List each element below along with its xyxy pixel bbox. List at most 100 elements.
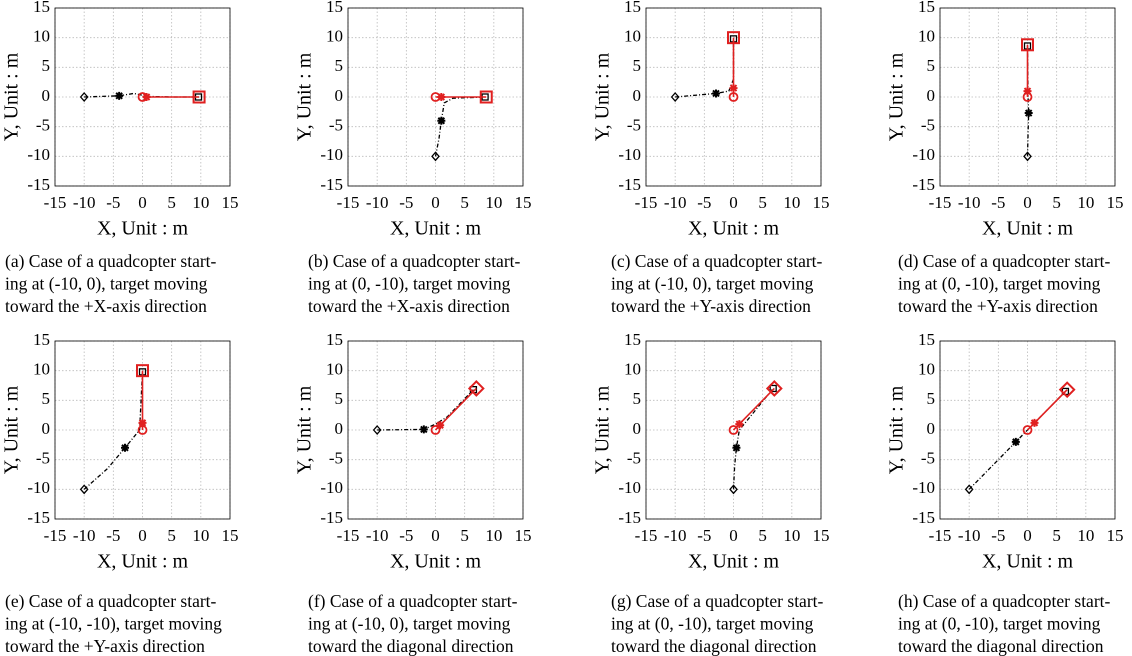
y-tick-label: -15 xyxy=(618,175,641,194)
y-tick-label: -15 xyxy=(912,175,935,194)
y-tick-label: 15 xyxy=(624,330,641,349)
plot-frame xyxy=(347,7,524,187)
x-tick-label: -10 xyxy=(366,526,389,545)
y-tick-label: -10 xyxy=(618,145,641,164)
x-tick-label: 15 xyxy=(515,526,532,545)
plot-frame xyxy=(54,340,231,520)
marker xyxy=(727,31,740,45)
x-tick-label: -10 xyxy=(664,526,687,545)
y-tick-label: -5 xyxy=(329,449,343,468)
y-tick-label: 10 xyxy=(624,360,641,379)
y-tick-label: 15 xyxy=(918,0,935,16)
x-axis-label: X, Unit : m xyxy=(390,551,482,573)
x-tick-label: -10 xyxy=(366,193,389,212)
y-tick-label: -10 xyxy=(27,145,50,164)
marker xyxy=(479,90,493,104)
y-tick-label: 5 xyxy=(42,389,51,408)
x-tick-label: 10 xyxy=(1077,193,1094,212)
plot-frame xyxy=(645,7,822,187)
marker xyxy=(437,93,446,101)
marker xyxy=(136,364,149,378)
y-tick-label: -5 xyxy=(329,116,343,135)
marker xyxy=(192,90,206,104)
caption-line: ing at (0, -10), target moving xyxy=(898,274,1101,294)
x-tick-label: 0 xyxy=(138,526,147,545)
x-tick-label: 15 xyxy=(222,526,239,545)
caption-line: toward the +Y-axis direction xyxy=(5,636,205,656)
y-tick-label: 0 xyxy=(335,86,344,105)
marker xyxy=(142,93,151,101)
y-tick-label: 5 xyxy=(927,389,936,408)
x-tick-label: -10 xyxy=(664,193,687,212)
x-tick-label: 10 xyxy=(783,526,800,545)
x-tick-label: -15 xyxy=(44,193,67,212)
x-tick-label: 5 xyxy=(758,193,767,212)
x-axis-label: X, Unit : m xyxy=(688,218,780,240)
x-tick-label: -15 xyxy=(337,193,360,212)
caption-line: toward the +Y-axis direction xyxy=(898,296,1098,316)
x-tick-label: -15 xyxy=(635,193,658,212)
plot-frame xyxy=(939,7,1116,187)
y-tick-label: 0 xyxy=(42,86,51,105)
y-tick-label: -10 xyxy=(912,478,935,497)
y-tick-label: 5 xyxy=(42,56,51,75)
x-tick-label: 5 xyxy=(167,526,176,545)
y-axis-label: Y, Unit : m xyxy=(294,52,316,141)
x-axis-label: X, Unit : m xyxy=(97,551,189,573)
y-tick-label: 5 xyxy=(335,56,344,75)
x-tick-label: 0 xyxy=(1023,526,1032,545)
y-tick-label: 5 xyxy=(633,389,642,408)
caption-line: (b) Case of a quadcopter start- xyxy=(308,251,521,271)
x-tick-label: 15 xyxy=(813,193,830,212)
marker xyxy=(735,420,744,429)
plot-frame xyxy=(347,340,524,520)
caption-line: (f) Case of a quadcopter start- xyxy=(308,591,518,611)
x-tick-label: 10 xyxy=(485,526,502,545)
y-axis-label: Y, Unit : m xyxy=(1,52,23,141)
y-axis-label: Y, Unit : m xyxy=(886,52,908,141)
caption-line: ing at (-10, -10), target moving xyxy=(5,614,222,634)
marker xyxy=(431,151,440,162)
plot-frame xyxy=(54,7,231,187)
marker xyxy=(728,425,739,435)
x-tick-label: 0 xyxy=(138,193,147,212)
y-tick-label: 10 xyxy=(326,27,343,46)
y-tick-label: 5 xyxy=(335,389,344,408)
x-tick-label: -5 xyxy=(399,526,413,545)
x-tick-label: 5 xyxy=(1052,193,1061,212)
y-tick-label: 15 xyxy=(33,0,50,16)
trajectory xyxy=(377,389,474,431)
y-tick-label: -10 xyxy=(912,145,935,164)
x-tick-label: 0 xyxy=(729,193,738,212)
x-tick-label: 10 xyxy=(485,193,502,212)
y-tick-label: 0 xyxy=(42,419,51,438)
trajectory xyxy=(83,371,144,490)
x-tick-label: 5 xyxy=(1052,526,1061,545)
y-tick-label: -10 xyxy=(618,478,641,497)
marker xyxy=(729,484,738,495)
trajectory xyxy=(732,388,774,490)
y-tick-label: -15 xyxy=(320,508,343,527)
caption-line: (g) Case of a quadcopter start- xyxy=(611,591,824,611)
y-tick-label: 5 xyxy=(927,56,936,75)
x-tick-label: 10 xyxy=(192,526,209,545)
marker xyxy=(372,425,382,435)
caption-line: (e) Case of a quadcopter start- xyxy=(5,591,217,611)
x-tick-label: -5 xyxy=(991,193,1005,212)
x-tick-label: 5 xyxy=(460,193,469,212)
y-tick-label: 15 xyxy=(624,0,641,16)
marker xyxy=(1021,38,1034,52)
x-axis-label: X, Unit : m xyxy=(982,218,1074,240)
x-tick-label: -10 xyxy=(958,193,981,212)
caption-line: ing at (0, -10), target moving xyxy=(898,614,1101,634)
x-tick-label: 10 xyxy=(1077,526,1094,545)
marker xyxy=(1030,418,1039,427)
x-tick-label: -5 xyxy=(106,193,120,212)
trajectory xyxy=(1026,45,1030,157)
caption-line: (c) Case of a quadcopter start- xyxy=(611,251,823,271)
y-tick-label: -5 xyxy=(36,449,50,468)
y-tick-label: 0 xyxy=(633,419,642,438)
x-tick-label: -10 xyxy=(958,526,981,545)
marker xyxy=(729,84,738,93)
